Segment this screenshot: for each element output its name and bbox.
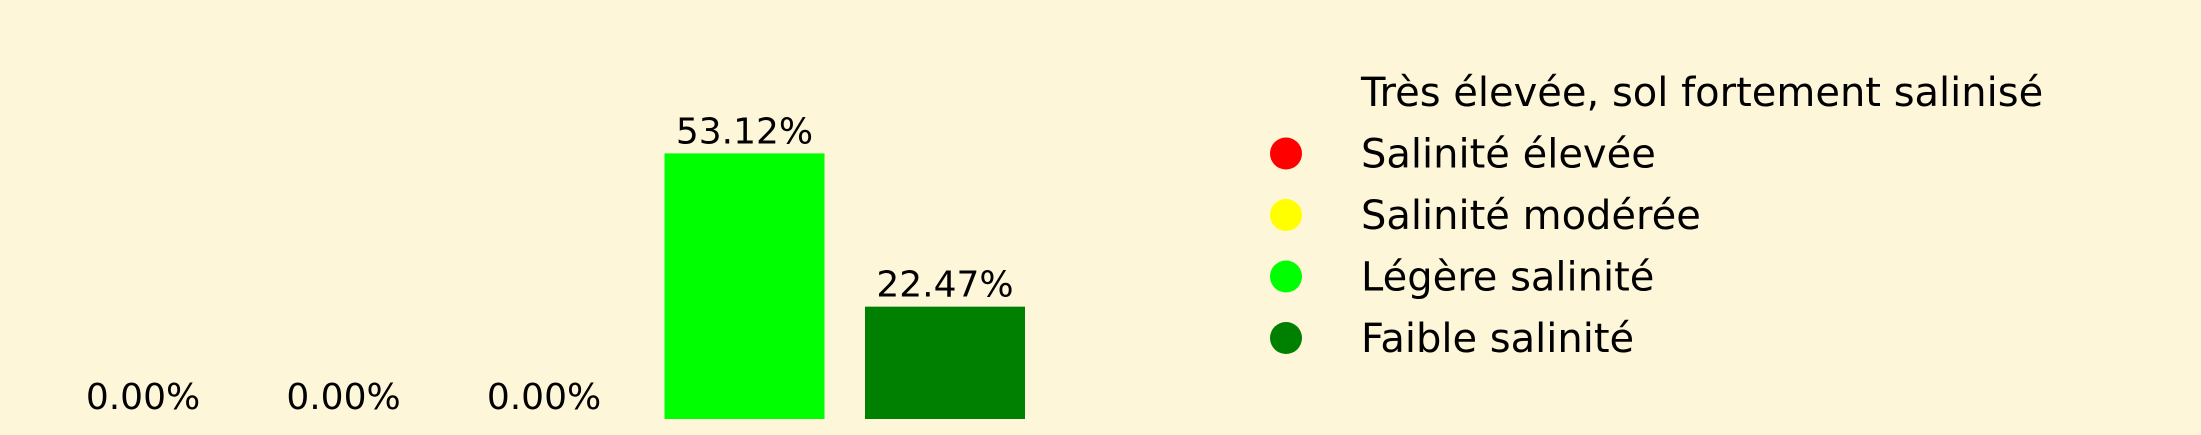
legend: Très élevée, sol fortement salinisé Salin… xyxy=(1270,70,2043,362)
bar-value-label-5: 22.47% xyxy=(876,265,1013,306)
legend-entry-2: Salinité élevée xyxy=(1361,132,1656,178)
legend-marker-2 xyxy=(1270,137,1302,170)
bar-value-label-2: 0.00% xyxy=(286,377,400,418)
legend-entry-4: Légère salinité xyxy=(1361,255,1654,301)
legend-entry-5: Faible salinité xyxy=(1361,316,1634,362)
legend-marker-5 xyxy=(1270,322,1302,354)
bar-value-label-3: 0.00% xyxy=(487,377,601,418)
legend-entry-3: Salinité modérée xyxy=(1361,193,1701,239)
bar-4 xyxy=(664,153,825,419)
data-labels-group: 0.00% 0.00% 0.00% 53.12% 22.47% xyxy=(86,111,1014,418)
bar-value-label-4: 53.12% xyxy=(676,111,813,152)
legend-marker-3 xyxy=(1270,199,1302,231)
bar-value-label-1: 0.00% xyxy=(86,377,200,418)
bars-group xyxy=(664,153,1025,419)
legend-marker-4 xyxy=(1270,260,1302,293)
legend-marker-1 xyxy=(1270,76,1302,108)
legend-entry-1: Très élevée, sol fortement salinisé xyxy=(1360,70,2043,116)
bar-5 xyxy=(865,306,1025,419)
